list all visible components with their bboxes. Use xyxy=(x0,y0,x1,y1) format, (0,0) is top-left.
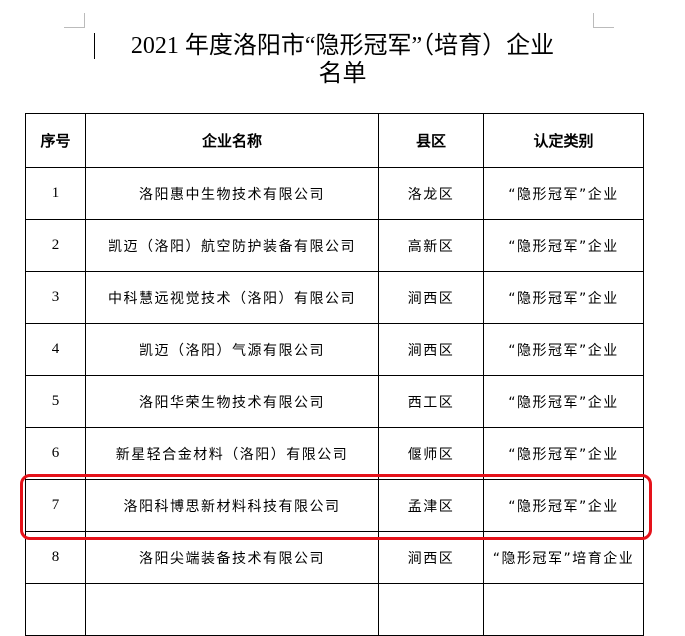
header-district: 县区 xyxy=(378,113,484,168)
header-index: 序号 xyxy=(25,113,86,168)
row-index: 1 xyxy=(25,167,86,220)
table-row xyxy=(25,583,644,636)
row-index: 6 xyxy=(25,427,86,480)
table-row: 1 洛阳惠中生物技术有限公司 洛龙区 “隐形冠军”企业 xyxy=(25,167,644,220)
table-row: 2 凯迈（洛阳）航空防护装备有限公司 高新区 “隐形冠军”企业 xyxy=(25,219,644,272)
district: 涧西区 xyxy=(378,271,484,324)
category: “隐形冠军”企业 xyxy=(483,479,644,532)
company-table: 序号 企业名称 县区 认定类别 1 洛阳惠中生物技术有限公司 洛龙区 “隐形冠军”企业… xyxy=(25,113,644,636)
category: “隐形冠军”企业 xyxy=(483,375,644,428)
district: 西工区 xyxy=(378,375,484,428)
table-row: 6 新星轻合金材料（洛阳）有限公司 偃师区 “隐形冠军”企业 xyxy=(25,427,644,480)
text-cursor xyxy=(94,33,95,59)
category: “隐形冠军”企业 xyxy=(483,219,644,272)
category: “隐形冠军”企业 xyxy=(483,323,644,376)
page-corner-mark-right xyxy=(593,13,614,28)
district xyxy=(378,583,484,636)
header-company: 企业名称 xyxy=(85,113,379,168)
highlight-box xyxy=(20,474,652,540)
company-name: 凯迈（洛阳）气源有限公司 xyxy=(85,323,379,376)
category: “隐形冠军”企业 xyxy=(483,167,644,220)
row-index xyxy=(25,583,86,636)
company-name: 新星轻合金材料（洛阳）有限公司 xyxy=(85,427,379,480)
document-title: 2021 年度洛阳市“隐形冠军”（培育）企业 xyxy=(130,33,555,59)
company-name: 洛阳惠中生物技术有限公司 xyxy=(85,167,379,220)
company-name: 洛阳科博思新材料科技有限公司 xyxy=(85,479,379,532)
company-name: 中科慧远视觉技术（洛阳）有限公司 xyxy=(85,271,379,324)
district: 孟津区 xyxy=(378,479,484,532)
table-header-row: 序号 企业名称 县区 认定类别 xyxy=(25,113,644,168)
company-name: 洛阳华荣生物技术有限公司 xyxy=(85,375,379,428)
row-index: 2 xyxy=(25,219,86,272)
table-row: 5 洛阳华荣生物技术有限公司 西工区 “隐形冠军”企业 xyxy=(25,375,644,428)
district: 涧西区 xyxy=(378,323,484,376)
row-index: 4 xyxy=(25,323,86,376)
company-name xyxy=(85,583,379,636)
header-category: 认定类别 xyxy=(483,113,644,168)
page-corner-mark-left xyxy=(64,13,85,28)
district: 洛龙区 xyxy=(378,167,484,220)
row-index: 3 xyxy=(25,271,86,324)
document-title-line2: 名单 xyxy=(318,61,367,87)
table-row: 7 洛阳科博思新材料科技有限公司 孟津区 “隐形冠军”企业 xyxy=(25,479,644,532)
category: “隐形冠军”企业 xyxy=(483,427,644,480)
district: 偃师区 xyxy=(378,427,484,480)
category xyxy=(483,583,644,636)
company-name: 凯迈（洛阳）航空防护装备有限公司 xyxy=(85,219,379,272)
row-index: 5 xyxy=(25,375,86,428)
category: “隐形冠军”企业 xyxy=(483,271,644,324)
table-row: 4 凯迈（洛阳）气源有限公司 涧西区 “隐形冠军”企业 xyxy=(25,323,644,376)
table-row: 3 中科慧远视觉技术（洛阳）有限公司 涧西区 “隐形冠军”企业 xyxy=(25,271,644,324)
district: 高新区 xyxy=(378,219,484,272)
